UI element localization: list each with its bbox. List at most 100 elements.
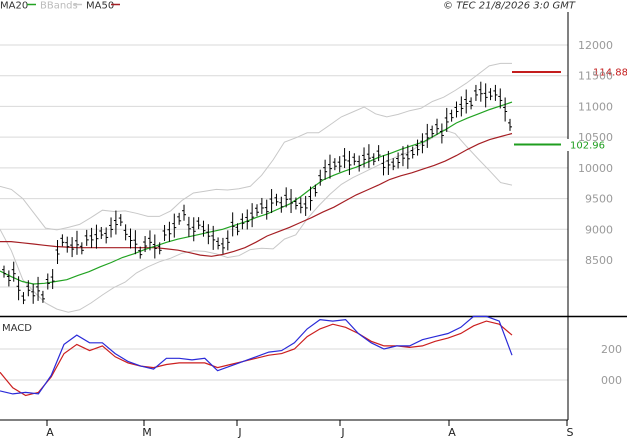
price-tick-label: 10500 bbox=[578, 131, 613, 144]
price-bar bbox=[230, 212, 235, 237]
macd-line bbox=[0, 315, 513, 395]
price-bar bbox=[464, 89, 469, 114]
price-bar bbox=[113, 210, 118, 235]
legend: MA20 BBands MA50 bbox=[0, 1, 120, 12]
price-bar bbox=[454, 101, 459, 118]
macd-signal-line bbox=[0, 320, 513, 397]
price-bar bbox=[327, 154, 332, 179]
price-tick-label: 10000 bbox=[578, 162, 613, 175]
price-bar bbox=[6, 270, 11, 287]
price-bar bbox=[313, 184, 318, 197]
price-bar bbox=[279, 196, 284, 213]
price-bar bbox=[298, 197, 303, 214]
price-bar bbox=[36, 276, 41, 301]
price-bar bbox=[89, 227, 94, 248]
price-gridlines bbox=[0, 44, 568, 288]
price-bar bbox=[483, 83, 488, 108]
price-bar bbox=[216, 237, 221, 250]
price-bar bbox=[303, 195, 308, 216]
price-bar bbox=[293, 197, 298, 210]
price-bar bbox=[104, 227, 109, 244]
price-bar bbox=[152, 234, 157, 259]
price-bar bbox=[430, 125, 435, 138]
price-bar bbox=[493, 84, 498, 101]
price-bar bbox=[318, 169, 323, 186]
price-bar bbox=[264, 199, 269, 220]
price-bar bbox=[473, 84, 478, 101]
price-bar bbox=[478, 81, 483, 102]
macd-lines bbox=[0, 315, 513, 397]
bbands bbox=[0, 62, 513, 313]
macd-tick-label: 000 bbox=[601, 374, 622, 387]
price-bar bbox=[21, 292, 26, 305]
price-bar bbox=[50, 269, 55, 290]
price-bar bbox=[400, 146, 405, 167]
month-label: J bbox=[340, 426, 344, 439]
month-label: A bbox=[46, 426, 54, 439]
price-bar bbox=[162, 224, 167, 241]
price-bar bbox=[469, 97, 474, 110]
price-tick-label: 11500 bbox=[578, 70, 613, 83]
price-bar bbox=[240, 213, 245, 230]
price-bar bbox=[250, 203, 255, 228]
month-label: M bbox=[142, 426, 152, 439]
marker-lower-box bbox=[567, 139, 601, 151]
price-bar bbox=[45, 273, 50, 290]
price-bar bbox=[16, 276, 21, 301]
legend-ma20-label: MA20 bbox=[0, 1, 28, 12]
price-tick-label: 8500 bbox=[585, 254, 613, 267]
price-bar bbox=[405, 144, 410, 169]
price-bar bbox=[235, 223, 240, 236]
price-bar bbox=[342, 148, 347, 169]
price-bar bbox=[503, 97, 508, 122]
price-bar bbox=[308, 186, 313, 211]
moving-averages bbox=[0, 101, 513, 285]
price-bar bbox=[371, 153, 376, 166]
price-bar bbox=[259, 197, 264, 214]
price-bar bbox=[508, 118, 512, 131]
price-bar bbox=[362, 147, 367, 168]
price-bar bbox=[352, 153, 357, 166]
price-bar bbox=[55, 240, 60, 265]
price-bar bbox=[449, 109, 454, 122]
marker-lower: 102.96 bbox=[514, 139, 605, 152]
macd-label: MACD bbox=[2, 323, 32, 334]
price-bar bbox=[415, 139, 420, 156]
price-bar bbox=[133, 230, 138, 255]
price-tick-label: 9500 bbox=[585, 193, 613, 206]
price-bar bbox=[123, 224, 128, 241]
price-bar bbox=[337, 156, 342, 173]
price-bar bbox=[498, 88, 503, 109]
price-bar bbox=[391, 158, 396, 171]
price-bar bbox=[444, 107, 449, 132]
price-bar bbox=[177, 212, 182, 225]
month-label: J bbox=[237, 426, 241, 439]
price-bar bbox=[74, 230, 79, 255]
marker-upper-box bbox=[590, 66, 624, 78]
price-bar bbox=[201, 220, 206, 237]
price-bar bbox=[191, 217, 196, 242]
price-tick-label: 9000 bbox=[585, 223, 613, 236]
price-bar bbox=[118, 214, 123, 227]
marker-lower-label: 102.96 bbox=[570, 141, 605, 152]
price-bar bbox=[347, 150, 352, 175]
price-bar bbox=[357, 155, 362, 172]
price-bar bbox=[211, 225, 216, 250]
ma50-line bbox=[0, 132, 513, 257]
price-bar bbox=[26, 280, 31, 297]
price-bar bbox=[420, 133, 425, 154]
price-bar bbox=[70, 237, 75, 258]
price-bar bbox=[435, 118, 440, 135]
price-bar bbox=[439, 123, 444, 144]
price-bar bbox=[386, 150, 391, 175]
price-bar bbox=[245, 209, 250, 230]
marker-upper-label: 114.88 bbox=[593, 68, 627, 79]
price-bar bbox=[381, 155, 386, 176]
price-bar bbox=[255, 204, 259, 217]
legend-ma50-label: MA50 bbox=[86, 1, 114, 12]
price-bar bbox=[31, 283, 36, 304]
price-bar bbox=[109, 217, 114, 238]
price-bar bbox=[425, 123, 430, 148]
price-bar bbox=[40, 290, 45, 303]
